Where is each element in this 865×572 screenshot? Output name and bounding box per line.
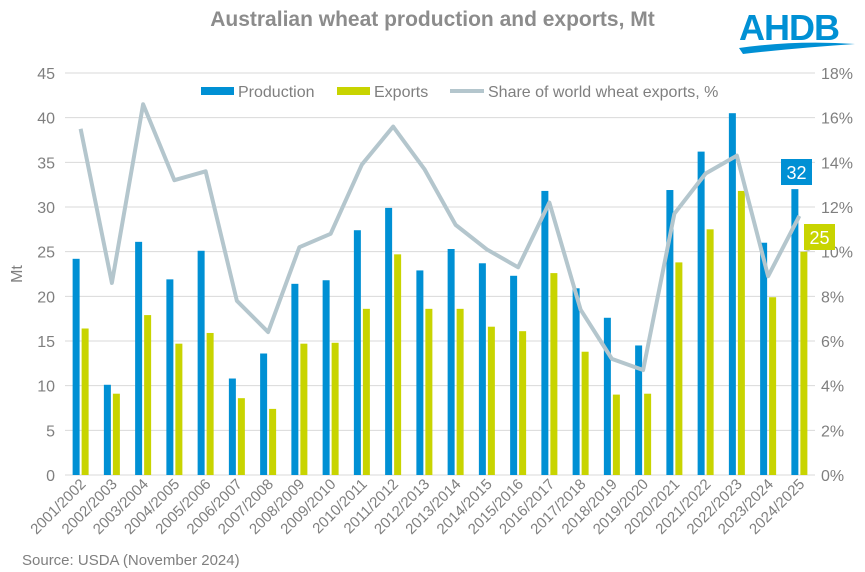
y2-tick-label: 0%: [821, 468, 844, 485]
bar-production: [791, 189, 799, 475]
bar-exports: [519, 331, 527, 475]
y2-tick-label: 16%: [821, 111, 853, 128]
bar-exports: [112, 393, 120, 475]
bar-exports: [487, 326, 495, 475]
bar-production: [228, 378, 236, 475]
y-tick-label: 20: [37, 289, 55, 306]
bar-exports: [300, 343, 308, 475]
bar-exports: [425, 308, 433, 475]
bar-exports: [144, 315, 152, 475]
legend-swatch-exports: [337, 87, 370, 95]
y2-tick-label: 12%: [821, 200, 853, 217]
bar-production: [322, 280, 330, 475]
bar-production: [697, 151, 705, 475]
bar-production: [666, 190, 674, 475]
bar-exports: [706, 229, 714, 475]
y2-tick-label: 4%: [821, 379, 844, 396]
y2-tick-label: 6%: [821, 334, 844, 351]
bar-exports: [456, 308, 464, 475]
bar-exports: [612, 394, 620, 475]
bar-production: [260, 353, 268, 475]
source-note: Source: USDA (November 2024): [22, 552, 240, 569]
y-tick-label: 30: [37, 200, 55, 217]
y-axis-label: Mt: [9, 265, 26, 283]
svg-text:AHDB: AHDB: [739, 7, 839, 48]
legend-label-share: Share of world wheat exports, %: [488, 84, 718, 101]
bar-production: [353, 230, 361, 475]
legend-swatch-production: [201, 87, 234, 95]
line-share-world-exports: [78, 102, 802, 373]
bar-exports: [394, 254, 402, 475]
bar-exports: [206, 332, 214, 475]
bar-production: [541, 190, 549, 476]
y2-tick-label: 18%: [821, 66, 853, 83]
bar-exports: [331, 342, 339, 475]
bar-exports: [644, 393, 652, 475]
legend-label-production: Production: [238, 84, 315, 101]
legend-label-exports: Exports: [374, 84, 428, 101]
bar-production: [103, 384, 111, 475]
bar-production: [166, 279, 174, 475]
bar-production: [197, 250, 205, 475]
y-tick-label: 35: [37, 155, 55, 172]
bar-production: [291, 283, 299, 475]
bar-production: [510, 275, 518, 475]
bar-production: [478, 263, 486, 475]
chart-title: Australian wheat production and exports,…: [210, 8, 655, 31]
bar-exports: [581, 351, 589, 475]
bar-exports: [269, 408, 277, 475]
bar-exports: [737, 190, 745, 476]
bar-exports: [237, 398, 245, 475]
label-box-exports: [804, 224, 835, 250]
bar-production: [603, 317, 611, 475]
data-label-exports: 25: [809, 228, 829, 248]
bar-exports: [675, 262, 683, 475]
bar-exports: [800, 251, 808, 475]
bar-production: [760, 242, 768, 475]
y-tick-label: 15: [37, 334, 55, 351]
bar-production: [416, 270, 424, 475]
bar-production: [635, 345, 643, 475]
data-label-production: 32: [786, 163, 806, 183]
bar-production: [385, 207, 393, 476]
bar-production: [135, 241, 143, 475]
y2-tick-label: 14%: [821, 155, 853, 172]
bar-exports: [769, 297, 777, 475]
bar-production: [447, 248, 455, 475]
bar-exports: [362, 308, 370, 475]
y-tick-label: 40: [37, 111, 55, 128]
bar-production: [72, 258, 80, 475]
y-tick-label: 5: [46, 423, 55, 440]
y2-tick-label: 2%: [821, 423, 844, 440]
y-tick-label: 25: [37, 245, 55, 262]
y-tick-label: 45: [37, 66, 55, 83]
bar-exports: [81, 328, 89, 475]
y-tick-label: 0: [46, 468, 55, 485]
y-tick-label: 10: [37, 379, 55, 396]
bar-exports: [550, 273, 558, 475]
bar-production: [728, 113, 736, 475]
y2-tick-label: 8%: [821, 289, 844, 306]
ahdb-logo: AHDB: [739, 7, 855, 54]
bar-production: [572, 288, 580, 475]
label-leader-line: [804, 249, 811, 253]
bar-exports: [175, 343, 183, 475]
label-box-production: [781, 159, 812, 185]
